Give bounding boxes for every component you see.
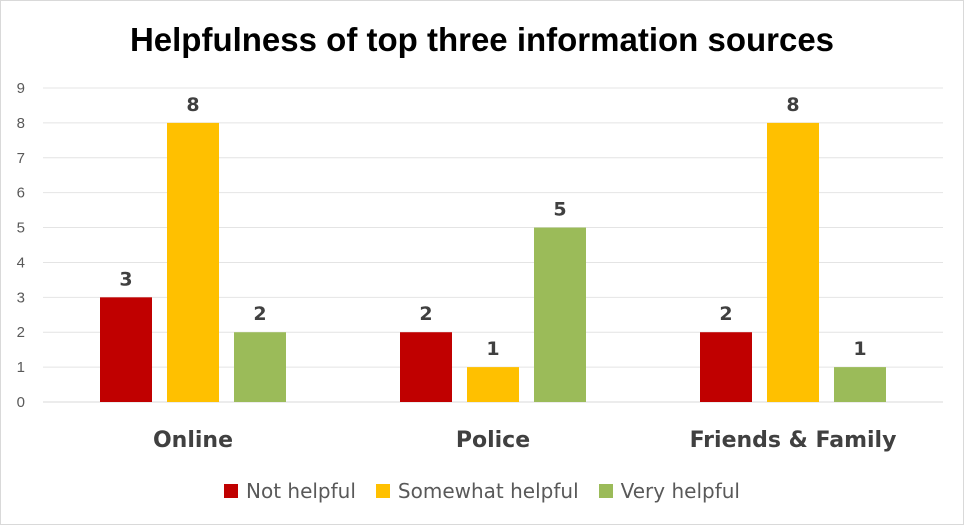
data-label: 2 bbox=[253, 303, 266, 325]
bar-somewhat-helpful bbox=[167, 122, 219, 402]
data-label: 2 bbox=[419, 303, 432, 325]
y-tick-label: 1 bbox=[17, 359, 25, 376]
bar-not-helpful bbox=[100, 297, 152, 402]
data-label: 2 bbox=[719, 303, 732, 325]
bar-very-helpful bbox=[834, 367, 886, 402]
legend-item: Somewhat helpful bbox=[375, 479, 579, 503]
legend-swatch bbox=[598, 484, 613, 498]
y-tick-label: 4 bbox=[17, 254, 25, 271]
y-tick-label: 0 bbox=[17, 394, 25, 411]
bar-somewhat-helpful bbox=[767, 122, 819, 402]
x-category-label: Friends & Family bbox=[690, 428, 897, 453]
bar-very-helpful bbox=[234, 332, 286, 402]
data-label: 1 bbox=[486, 338, 499, 360]
data-label: 8 bbox=[186, 94, 199, 116]
y-tick-label: 6 bbox=[17, 185, 25, 202]
legend-label: Very helpful bbox=[620, 479, 740, 503]
bar-not-helpful bbox=[700, 332, 752, 402]
chart-title: Helpfulness of top three information sou… bbox=[129, 21, 835, 58]
data-label: 1 bbox=[853, 338, 866, 360]
bar-not-helpful bbox=[400, 332, 452, 402]
legend-label: Not helpful bbox=[246, 479, 356, 503]
bar-very-helpful bbox=[534, 227, 586, 402]
data-label: 5 bbox=[553, 199, 566, 221]
legend-item: Very helpful bbox=[598, 479, 740, 503]
chart-legend: Not helpful Somewhat helpful Very helpful bbox=[1, 479, 963, 503]
x-category-label: Online bbox=[153, 428, 233, 453]
y-tick-label: 8 bbox=[17, 115, 25, 132]
legend-label: Somewhat helpful bbox=[397, 479, 579, 503]
y-tick-label: 9 bbox=[17, 80, 25, 97]
y-tick-label: 7 bbox=[17, 150, 25, 167]
legend-item: Not helpful bbox=[224, 479, 356, 503]
y-tick-label: 2 bbox=[17, 324, 25, 341]
legend-swatch bbox=[375, 484, 390, 498]
data-label: 3 bbox=[119, 268, 132, 290]
bar-somewhat-helpful bbox=[467, 367, 519, 402]
data-label: 8 bbox=[786, 94, 799, 116]
y-tick-label: 3 bbox=[17, 289, 25, 306]
legend-swatch bbox=[224, 484, 238, 498]
chart-plot-area: 0 1 2 3 4 5 6 7 8 9 3 8 2 Online 2 1 5 Police 2 8 1 Friends &… bbox=[17, 80, 943, 453]
y-tick-label: 5 bbox=[17, 220, 25, 237]
x-category-label: Police bbox=[456, 428, 530, 453]
